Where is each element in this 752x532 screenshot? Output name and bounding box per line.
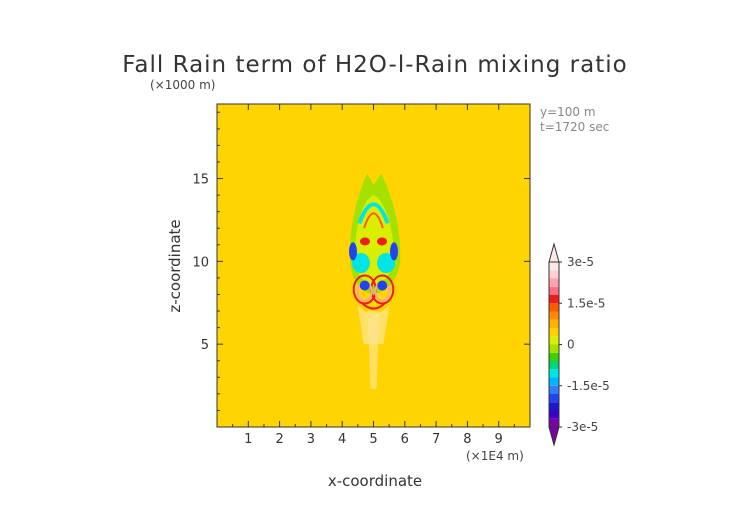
colorbar-swatch bbox=[549, 385, 559, 394]
x-tick-label: 2 bbox=[275, 432, 283, 447]
vortex-cyan bbox=[377, 253, 396, 274]
cap-arc-orange bbox=[363, 212, 384, 229]
colorbar-swatch bbox=[549, 328, 559, 337]
lower-arc-red bbox=[360, 302, 387, 310]
colorbar-min-arrow bbox=[548, 426, 560, 447]
colorbar-tick-label: -1.5e-5 bbox=[567, 379, 610, 393]
colorbar-swatch bbox=[549, 402, 559, 411]
annotation-y: y=100 m bbox=[540, 105, 596, 119]
colorbar-swatch bbox=[549, 344, 559, 353]
colorbar-swatch bbox=[549, 295, 559, 304]
chart-title: Fall Rain term of H2O-l-Rain mixing rati… bbox=[122, 52, 627, 78]
x-tick-label: 9 bbox=[495, 432, 503, 447]
colorbar-swatch bbox=[549, 377, 559, 386]
x-tick-label: 5 bbox=[369, 432, 377, 447]
colorbar-tick-label: 1.5e-5 bbox=[567, 296, 605, 310]
y-axis: 5 10 15 bbox=[192, 111, 530, 411]
colorbar-tick-label: 0 bbox=[567, 338, 575, 352]
x-axis: 1 2 3 4 5 6 7 8 9 bbox=[232, 104, 515, 447]
x-axis-label: x-coordinate bbox=[328, 472, 422, 490]
x-tick-label: 8 bbox=[463, 432, 471, 447]
colorbar-swatch bbox=[549, 418, 559, 427]
y-tick-label: 10 bbox=[192, 255, 209, 270]
colorbar-swatch bbox=[549, 270, 559, 279]
annotation-t: t=1720 sec bbox=[540, 120, 609, 134]
colorbar-swatch bbox=[549, 286, 559, 295]
x-tick-label: 6 bbox=[401, 432, 409, 447]
rain-tail-upper bbox=[357, 304, 390, 345]
colorbar-max-arrow bbox=[548, 242, 560, 263]
colorbar-tick-label: 3e-5 bbox=[567, 255, 594, 269]
colorbar-swatch bbox=[549, 410, 559, 419]
colorbar-swatch bbox=[549, 303, 559, 312]
y-tick-label: 5 bbox=[201, 338, 209, 353]
colorbar-swatch bbox=[549, 369, 559, 378]
colorbar-swatch bbox=[549, 394, 559, 403]
colorbar-tick-label: -3e-5 bbox=[567, 420, 598, 434]
x-unit-label: (×1E4 m) bbox=[466, 449, 524, 463]
vortex-blue bbox=[348, 242, 357, 261]
colorbar-swatch bbox=[549, 278, 559, 287]
x-tick-label: 4 bbox=[338, 432, 346, 447]
colorbar-swatch bbox=[549, 352, 559, 361]
vortex-blue bbox=[390, 242, 399, 261]
colorbar-swatch bbox=[549, 336, 559, 345]
vortex-red bbox=[377, 237, 388, 246]
vortex-cyan bbox=[351, 253, 370, 274]
y-tick-label: 15 bbox=[192, 173, 209, 188]
vortex-red bbox=[359, 237, 370, 246]
data-field bbox=[348, 173, 401, 389]
x-tick-label: 1 bbox=[244, 432, 252, 447]
lower-core-left bbox=[359, 280, 370, 291]
colorbar: 3e-5 1.5e-5 0 -1.5e-5 -3e-5 bbox=[548, 242, 610, 447]
colorbar-swatch bbox=[549, 361, 559, 370]
colorbar-swatch bbox=[549, 319, 559, 328]
y-axis-label: z-coordinate bbox=[166, 219, 184, 312]
colorbar-swatch bbox=[549, 311, 559, 320]
y-unit-label: (×1000 m) bbox=[150, 78, 215, 92]
x-tick-label: 3 bbox=[307, 432, 315, 447]
colorbar-swatch bbox=[549, 262, 559, 271]
cap-arc-cyan bbox=[357, 202, 390, 224]
x-tick-label: 7 bbox=[432, 432, 440, 447]
lower-core-right bbox=[377, 280, 388, 291]
